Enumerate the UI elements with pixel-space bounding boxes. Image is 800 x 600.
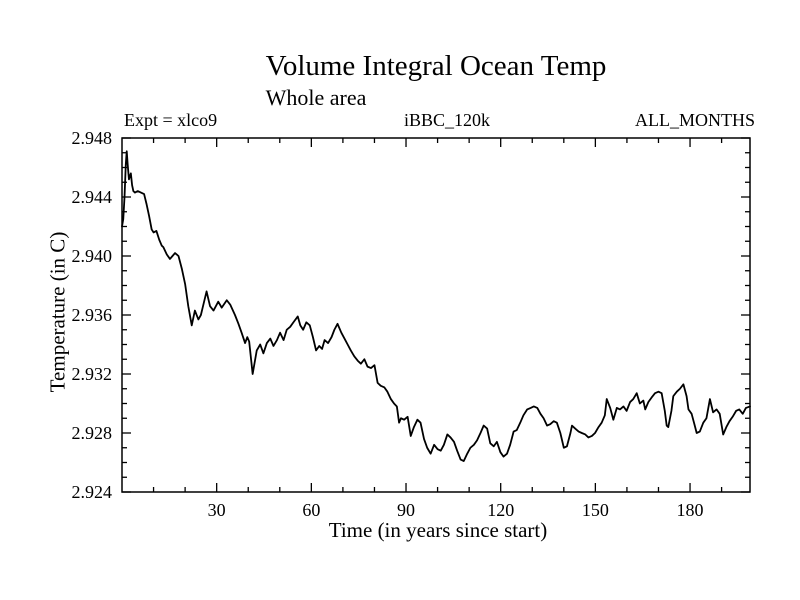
chart-title: Volume Integral Ocean Temp <box>265 50 607 82</box>
y-tick-label: 2.936 <box>72 305 113 325</box>
y-tick-label: 2.944 <box>72 187 113 207</box>
x-tick-label: 30 <box>208 500 226 520</box>
y-tick-label: 2.940 <box>72 246 113 266</box>
y-tick-label: 2.928 <box>72 423 113 443</box>
x-tick-label: 120 <box>487 500 514 520</box>
run-id-label: iBBC_120k <box>403 110 491 130</box>
y-tick-label: 2.948 <box>72 128 113 148</box>
x-tick-label: 150 <box>582 500 609 520</box>
plot-frame <box>121 137 751 493</box>
x-tick-label: 90 <box>397 500 415 520</box>
months-selector-label: ALL_MONTHS <box>635 110 755 130</box>
volume-integral-ocean-temperature-line <box>121 150 751 462</box>
y-tick-label: 2.932 <box>72 364 113 384</box>
experiment-id-label: Expt = xlco9 <box>124 110 218 130</box>
y-axis-label: Temperature (in C) <box>45 231 70 393</box>
x-tick-label: 180 <box>677 500 704 520</box>
y-tick-label: 2.924 <box>72 482 113 502</box>
x-axis-label: Time (in years since start) <box>328 518 548 542</box>
chart-subtitle: Whole area <box>265 85 367 110</box>
x-tick-label: 60 <box>302 500 320 520</box>
